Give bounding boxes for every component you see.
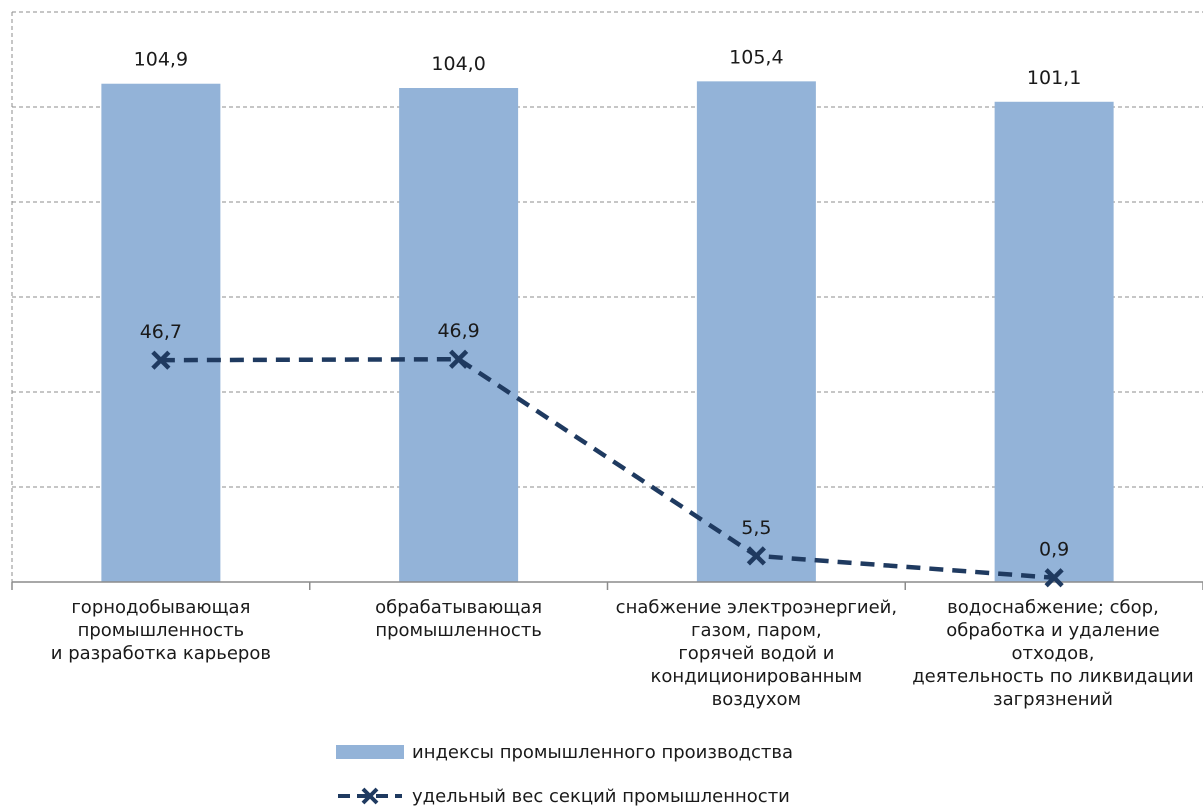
line-data-labels: 46,7 46,9 5,5 0,9	[140, 320, 1070, 560]
line-value-label: 46,9	[437, 320, 479, 342]
x-marker-icon	[151, 350, 171, 370]
bar-value-label: 104,9	[134, 49, 188, 71]
legend-line-swatch	[338, 787, 402, 805]
bar	[696, 81, 816, 582]
legend-item-line: удельный вес секций промышленности	[336, 784, 793, 808]
legend: индексы промышленного производства удель…	[336, 740, 793, 808]
category-label: снабжение электроэнергией, газом, паром,…	[615, 597, 898, 710]
legend-bar-label: индексы промышленного производства	[412, 741, 794, 763]
bar-data-labels: 104,9 104,0 105,4 101,1	[134, 46, 1082, 88]
category-label: водоснабжение; сбор, обработка и удалени…	[912, 597, 1194, 710]
bar	[994, 101, 1114, 583]
legend-line-label: удельный вес секций промышленности	[412, 785, 790, 807]
category-label: горнодобывающая промышленность и разрабо…	[50, 597, 271, 664]
bar	[399, 88, 519, 582]
bar-value-label: 105,4	[729, 46, 783, 68]
series-line	[160, 356, 1055, 580]
line-series	[151, 349, 1064, 588]
bar-series	[101, 81, 1114, 583]
x-marker-icon	[746, 546, 766, 566]
legend-x-marker-icon	[361, 787, 379, 805]
bar	[101, 83, 221, 582]
line-value-label: 5,5	[741, 517, 771, 539]
line-value-label: 46,7	[140, 321, 182, 343]
x-marker-icon	[1044, 568, 1064, 588]
x-axis	[11, 581, 1203, 590]
line-value-label: 0,9	[1039, 539, 1069, 561]
legend-item-bars: индексы промышленного производства	[336, 740, 793, 764]
bar-value-label: 101,1	[1027, 67, 1081, 89]
x-marker-icon	[449, 349, 469, 369]
legend-bar-swatch	[336, 745, 404, 759]
bar-value-label: 104,0	[431, 53, 485, 75]
category-label: обрабатывающая промышленность	[375, 597, 543, 641]
